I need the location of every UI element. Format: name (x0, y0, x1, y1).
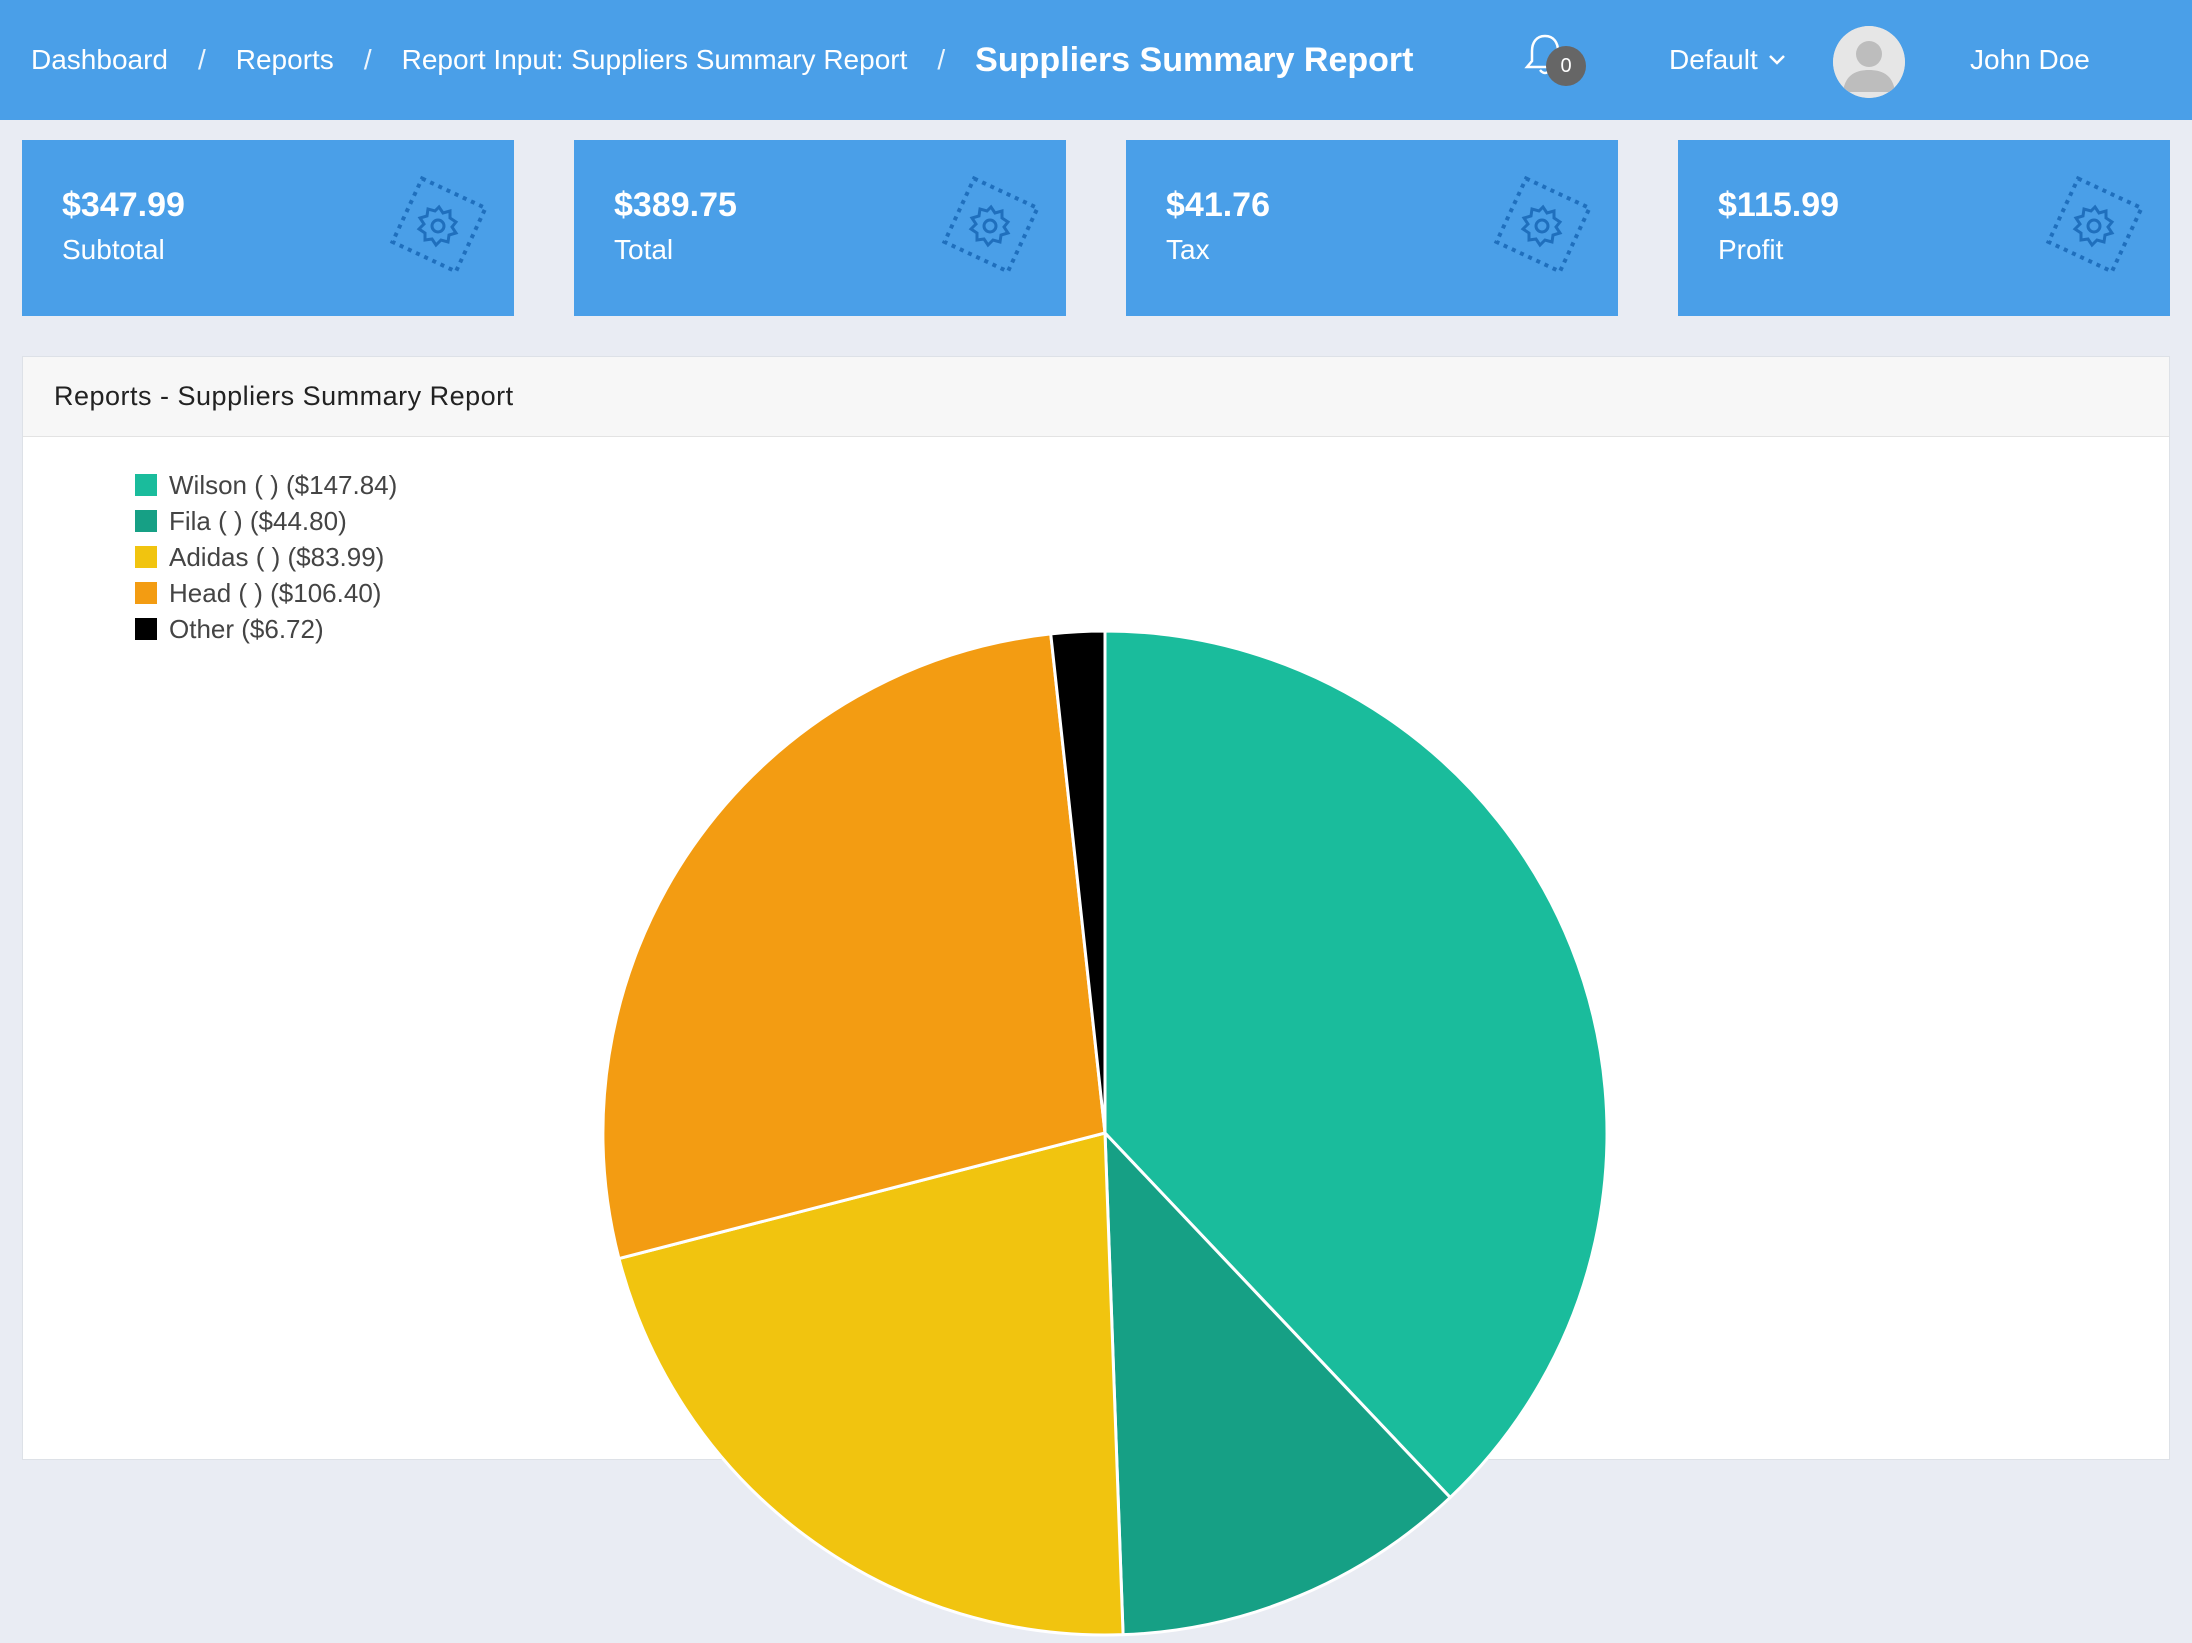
stat-label: Tax (1166, 234, 1210, 265)
legend-item[interactable]: Adidas ( ) ($83.99) (135, 539, 397, 575)
user-avatar-icon (1833, 26, 1905, 98)
notification-badge: 0 (1546, 46, 1586, 86)
pie-chart (601, 629, 1609, 1637)
legend-label: Fila ( ) ($44.80) (169, 505, 347, 536)
profile-dropdown[interactable]: Default (1669, 0, 1786, 120)
report-panel: Reports - Suppliers Summary Report Wilso… (22, 356, 2170, 1637)
legend-label: Wilson ( ) ($147.84) (169, 469, 398, 500)
gear-badge-icon (1493, 175, 1593, 275)
legend-swatch (135, 510, 157, 532)
legend-item[interactable]: Other ($6.72) (135, 611, 397, 647)
stat-value: $41.76 (1166, 186, 1270, 224)
legend-label: Head ( ) ($106.40) (169, 577, 382, 608)
stat-card-tax: $41.76 Tax (1126, 140, 1618, 316)
breadcrumb-reports[interactable]: Reports (235, 44, 334, 75)
legend-item[interactable]: Fila ( ) ($44.80) (135, 503, 397, 539)
stat-label: Profit (1718, 234, 1784, 265)
breadcrumb: Dashboard / Reports / Report Input: Supp… (31, 0, 1414, 120)
top-navbar: Dashboard / Reports / Report Input: Supp… (0, 0, 2192, 120)
legend-swatch (135, 546, 157, 568)
gear-badge-icon (941, 175, 1041, 275)
stat-card-total: $389.75 Total (574, 140, 1066, 316)
pie-slice[interactable] (601, 632, 1107, 1261)
gear-badge-icon (389, 175, 489, 275)
panel-header: Reports - Suppliers Summary Report (23, 357, 2169, 437)
stat-value: $389.75 (614, 186, 737, 224)
pie-slice[interactable] (1049, 629, 1107, 1134)
chart-legend: Wilson ( ) ($147.84) Fila ( ) ($44.80) Adi… (135, 467, 397, 647)
user-name[interactable]: John Doe (1970, 44, 2090, 75)
pie-slice[interactable] (1103, 629, 1609, 1500)
stat-value: $347.99 (62, 186, 185, 224)
chevron-down-icon (1768, 55, 1785, 65)
breadcrumb-report-input[interactable]: Report Input: Suppliers Summary Report (401, 44, 908, 75)
legend-label: Other ($6.72) (169, 613, 324, 644)
avatar[interactable] (1833, 26, 1905, 98)
breadcrumb-separator: / (363, 44, 372, 75)
legend-swatch (135, 474, 157, 496)
profile-dropdown-label: Default (1669, 44, 1758, 75)
legend-item[interactable]: Wilson ( ) ($147.84) (135, 467, 397, 503)
stat-card-subtotal: $347.99 Subtotal (22, 140, 514, 316)
legend-swatch (135, 582, 157, 604)
panel-title: Reports - Suppliers Summary Report (54, 381, 514, 411)
breadcrumb-separator: / (937, 44, 946, 75)
stat-label: Total (614, 234, 674, 265)
legend-label: Adidas ( ) ($83.99) (169, 541, 385, 572)
legend-swatch (135, 618, 157, 640)
stat-label: Subtotal (62, 234, 165, 265)
stat-value: $115.99 (1718, 186, 1840, 224)
breadcrumb-dashboard[interactable]: Dashboard (31, 44, 168, 75)
stat-card-profit: $115.99 Profit (1678, 140, 2170, 316)
gear-badge-icon (2045, 175, 2145, 275)
page-title: Suppliers Summary Report (975, 40, 1414, 79)
legend-item[interactable]: Head ( ) ($106.40) (135, 575, 397, 611)
breadcrumb-separator: / (197, 44, 206, 75)
